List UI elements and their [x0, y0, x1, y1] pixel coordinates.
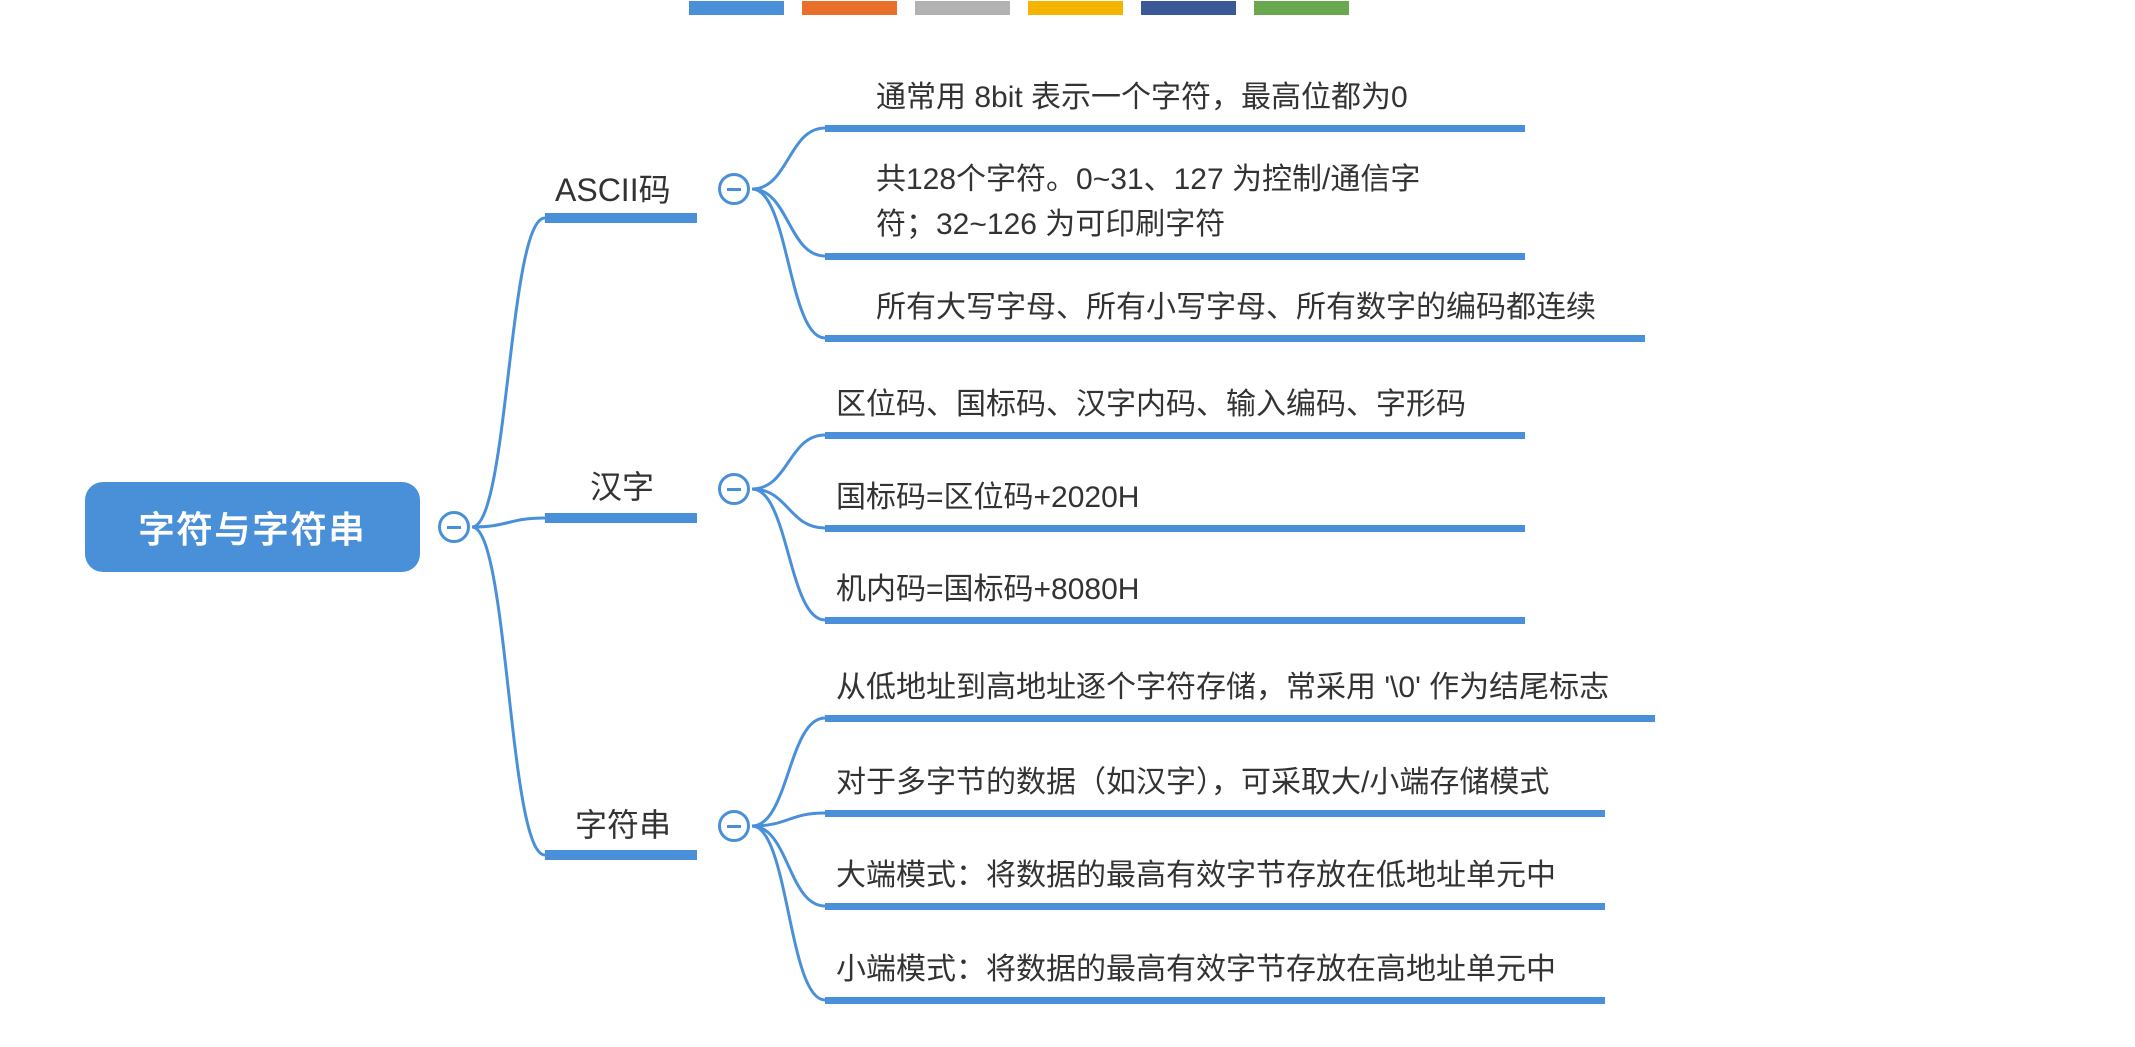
leaf-ascii-1-text: 共128个字符。0~31、127 为控制/通信字符；32~126 为可印刷字符: [876, 163, 1420, 241]
branch-ascii-text: ASCII码: [555, 172, 671, 208]
leaf-hanzi-1-underline: [825, 525, 1525, 532]
branch-string-underline: [545, 850, 697, 860]
leaf-string-2-text: 大端模式：将数据的最高有效字节存放在低地址单元中: [836, 859, 1556, 892]
leaf-hanzi-1-text: 国标码=区位码+2020H: [836, 481, 1139, 514]
leaf-hanzi-0-underline: [825, 432, 1525, 439]
root-node[interactable]: 字符与字符串: [85, 482, 420, 572]
branch-string-label[interactable]: 字符串: [575, 800, 671, 846]
color-swatch-3: [1028, 1, 1123, 15]
branch-ascii-toggle-icon[interactable]: [718, 173, 750, 205]
leaf-hanzi-2-text: 机内码=国标码+8080H: [836, 573, 1139, 606]
leaf-hanzi-2-underline: [825, 617, 1525, 624]
color-swatch-4: [1141, 1, 1236, 15]
color-swatch-1: [802, 1, 897, 15]
branch-ascii-underline: [545, 213, 697, 223]
leaf-string-3: 小端模式：将数据的最高有效字节存放在高地址单元中: [836, 947, 1556, 992]
root-toggle-icon[interactable]: [438, 511, 470, 543]
leaf-string-0-underline: [825, 715, 1655, 722]
leaf-ascii-0-underline: [825, 125, 1525, 132]
color-swatch-0: [689, 1, 784, 15]
leaf-ascii-1: 共128个字符。0~31、127 为控制/通信字符；32~126 为可印刷字符: [876, 157, 1456, 247]
leaf-ascii-0: 通常用 8bit 表示一个字符，最高位都为0: [876, 75, 1408, 120]
leaf-string-1-text: 对于多字节的数据（如汉字），可采取大/小端存储模式: [836, 766, 1549, 799]
leaf-ascii-1-underline: [825, 253, 1525, 260]
leaf-string-1-underline: [825, 810, 1605, 817]
leaf-ascii-2: 所有大写字母、所有小写字母、所有数字的编码都连续: [876, 285, 1596, 330]
leaf-string-2-underline: [825, 903, 1605, 910]
color-swatch-5: [1254, 1, 1349, 15]
branch-string-toggle-icon[interactable]: [718, 810, 750, 842]
leaf-ascii-0-text: 通常用 8bit 表示一个字符，最高位都为0: [876, 81, 1408, 114]
leaf-string-2: 大端模式：将数据的最高有效字节存放在低地址单元中: [836, 853, 1556, 898]
leaf-string-0-text: 从低地址到高地址逐个字符存储，常采用 '\0' 作为结尾标志: [836, 671, 1609, 704]
branch-hanzi-toggle-icon[interactable]: [718, 473, 750, 505]
leaf-ascii-2-text: 所有大写字母、所有小写字母、所有数字的编码都连续: [876, 291, 1596, 324]
leaf-string-3-text: 小端模式：将数据的最高有效字节存放在高地址单元中: [836, 953, 1556, 986]
root-label: 字符与字符串: [138, 501, 366, 553]
leaf-string-3-underline: [825, 997, 1605, 1004]
leaf-hanzi-2: 机内码=国标码+8080H: [836, 567, 1139, 612]
branch-hanzi-label[interactable]: 汉字: [590, 462, 654, 508]
leaf-hanzi-0-text: 区位码、国标码、汉字内码、输入编码、字形码: [836, 388, 1466, 421]
leaf-string-1: 对于多字节的数据（如汉字），可采取大/小端存储模式: [836, 760, 1549, 805]
color-swatch-2: [915, 1, 1010, 15]
branch-string-text: 字符串: [575, 807, 671, 843]
leaf-hanzi-0: 区位码、国标码、汉字内码、输入编码、字形码: [836, 382, 1466, 427]
leaf-string-0: 从低地址到高地址逐个字符存储，常采用 '\0' 作为结尾标志: [836, 665, 1609, 710]
branch-hanzi-underline: [545, 513, 697, 523]
leaf-ascii-2-underline: [825, 335, 1645, 342]
branch-ascii-label[interactable]: ASCII码: [555, 165, 671, 211]
leaf-hanzi-1: 国标码=区位码+2020H: [836, 475, 1139, 520]
branch-hanzi-text: 汉字: [590, 469, 654, 505]
color-bar: [689, 1, 1349, 15]
